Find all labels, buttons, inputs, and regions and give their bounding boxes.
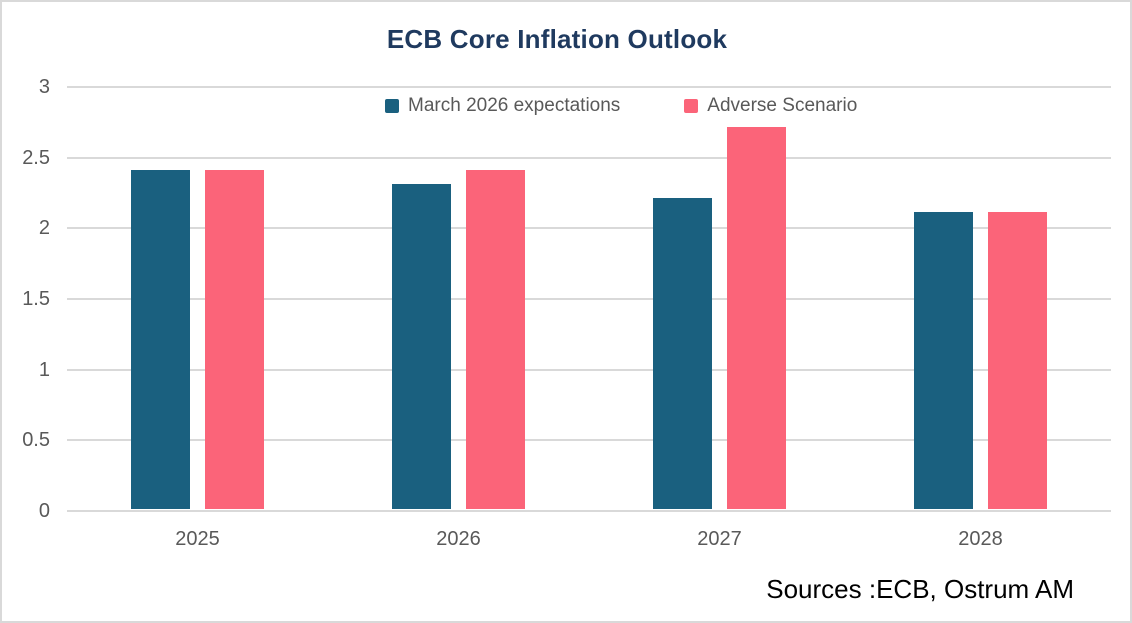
legend-marker-icon — [385, 99, 399, 113]
legend-item-adverse-scenario: Adverse Scenario — [684, 95, 857, 117]
bar-march-2026-expectations-2027 — [653, 198, 712, 509]
y-tick-label-1: 1 — [38, 359, 50, 381]
bar-adverse-scenario-2028 — [988, 212, 1047, 509]
gridline-2 — [67, 227, 1111, 229]
bar-adverse-scenario-2026 — [466, 169, 525, 509]
gridline-0.5 — [67, 439, 1111, 441]
gridline-0 — [67, 510, 1111, 512]
x-tick-label-2026: 2026 — [436, 528, 481, 550]
source-note: Sources :ECB, Ostrum AM — [766, 574, 1074, 604]
bar-march-2026-expectations-2028 — [914, 212, 973, 509]
chart-legend: March 2026 expectations Adverse Scenario — [385, 95, 857, 117]
x-tick-label-2027: 2027 — [697, 528, 742, 550]
legend-marker-icon — [684, 99, 699, 113]
chart-title: ECB Core Inflation Outlook — [386, 24, 728, 54]
bar-group-2028 — [850, 85, 1111, 509]
y-tick-label-0: 0 — [38, 500, 50, 522]
y-tick-label-1.5: 1.5 — [22, 288, 50, 310]
bar-march-2026-expectations-2025 — [131, 169, 190, 509]
bar-group-2026 — [328, 85, 589, 509]
bar-adverse-scenario-2027 — [727, 127, 786, 509]
bar-group-2027 — [589, 85, 850, 509]
x-tick-label-2028: 2028 — [958, 528, 1003, 550]
gridline-1.5 — [67, 298, 1111, 300]
y-tick-label-3: 3 — [38, 76, 50, 98]
x-axis-labels: 2025 2026 2027 2028 — [67, 528, 1111, 551]
y-tick-label-2.5: 2.5 — [22, 147, 50, 169]
x-tick-label-2025: 2025 — [175, 528, 220, 550]
y-tick-label-2: 2 — [38, 217, 50, 239]
gridline-3 — [67, 86, 1111, 88]
legend-item-march-2026-expectations: March 2026 expectations — [385, 95, 620, 117]
y-tick-label-0.5: 0.5 — [22, 429, 50, 451]
plot-area — [67, 85, 1111, 512]
bar-group-2025 — [67, 85, 328, 509]
bar-march-2026-expectations-2026 — [392, 183, 451, 509]
bar-adverse-scenario-2025 — [205, 169, 264, 509]
gridline-1 — [67, 369, 1111, 371]
legend-label: March 2026 expectations — [408, 95, 621, 116]
gridline-2.5 — [67, 157, 1111, 159]
legend-label: Adverse Scenario — [707, 95, 858, 116]
